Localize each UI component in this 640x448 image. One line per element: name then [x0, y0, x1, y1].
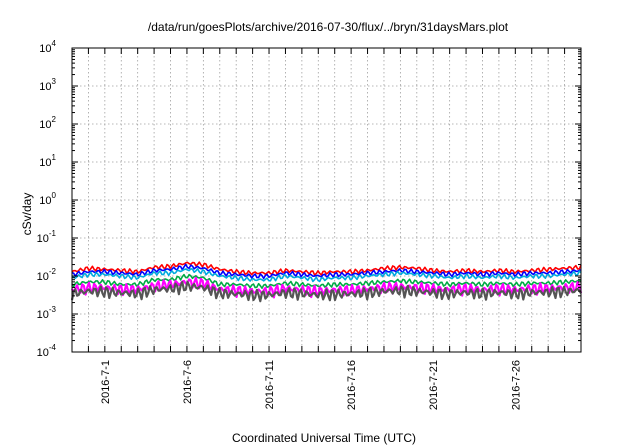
series-lines: [70, 261, 583, 303]
x-tick-label: 2016-7-6: [182, 360, 194, 404]
x-axis-label: Coordinated Universal Time (UTC): [232, 431, 416, 445]
y-tick-label: 104: [39, 39, 56, 55]
y-tick-label: 10-1: [37, 229, 57, 245]
y-tick-label: 10-3: [37, 305, 57, 321]
plot-frame: [71, 47, 582, 353]
axes: 10-4 10-3 10-2 10-1 100 101 102 103 104 2016-7-1 2…: [37, 39, 582, 410]
x-tick-label: 2016-7-21: [428, 360, 440, 410]
y-axis-label: cSv/day: [20, 193, 34, 236]
y-tick-label: 102: [39, 115, 56, 131]
x-tick-label: 2016-7-16: [346, 360, 358, 410]
chart-title: /data/run/goesPlots/archive/2016-07-30/f…: [148, 20, 509, 34]
y-tick-label: 100: [39, 191, 56, 207]
series-line: [71, 263, 582, 280]
y-tick-label: 10-4: [37, 343, 57, 359]
series-line: [71, 276, 583, 299]
y-tick-label: 101: [39, 153, 56, 169]
y-tick-label: 10-2: [37, 267, 57, 283]
x-tick-label: 2016-7-1: [100, 360, 112, 404]
series-line: [71, 261, 582, 276]
x-tick-label: 2016-7-11: [264, 360, 276, 409]
series-line: [71, 267, 582, 283]
series-line: [70, 280, 582, 303]
x-tick-label: 2016-7-26: [510, 360, 522, 410]
y-tick-label: 103: [39, 77, 56, 93]
grid-lines: [72, 48, 581, 352]
series-line: [71, 273, 582, 290]
